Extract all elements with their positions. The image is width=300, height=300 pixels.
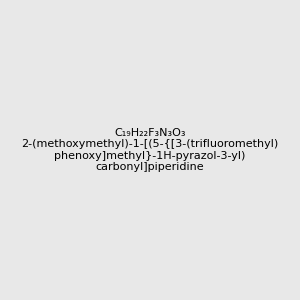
Text: C₁₉H₂₂F₃N₃O₃
2-(methoxymethyl)-1-[(5-{[3-(trifluoromethyl)
phenoxy]methyl}-1H-py: C₁₉H₂₂F₃N₃O₃ 2-(methoxymethyl)-1-[(5-{[3…	[21, 128, 279, 172]
